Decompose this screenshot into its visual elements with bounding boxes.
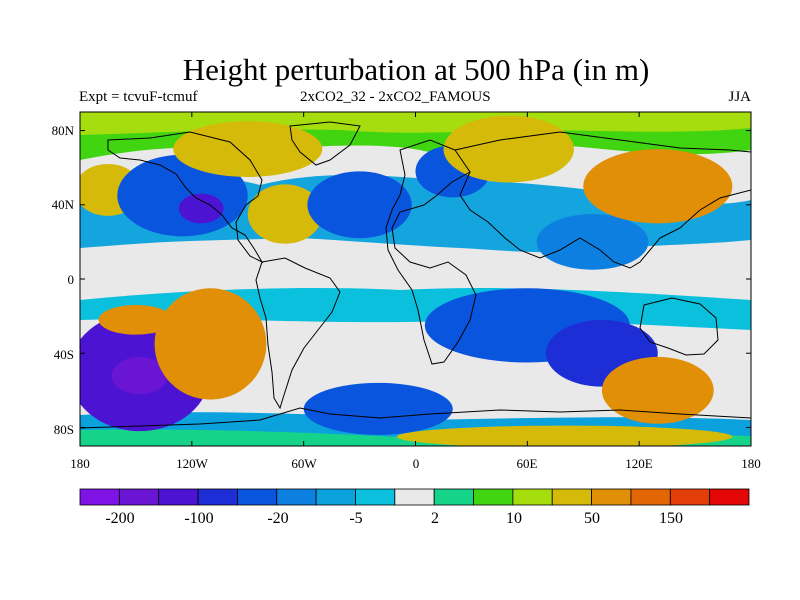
coast-south-america (255, 257, 341, 410)
colorbar-label: -200 (105, 510, 134, 527)
colorbar-swatch (276, 488, 317, 506)
map-title: Height perturbation at 500 hPa (in m) (182, 52, 650, 87)
colorbar-label: -5 (349, 510, 362, 527)
lon-label-0: 0 (413, 456, 420, 471)
contour-region (583, 149, 733, 224)
contour-region (111, 356, 168, 395)
coast-north-america (107, 131, 264, 264)
colorbar-swatch (355, 488, 396, 506)
coast-europe-africa (385, 139, 477, 365)
coast-australia (639, 297, 719, 356)
colorbar-swatch (551, 488, 592, 506)
experiment-label: Expt = tcvuF-tcmuf (79, 89, 198, 105)
colorbar-swatch (512, 488, 553, 506)
contour-region (154, 288, 267, 400)
coast-asia (454, 131, 751, 269)
comparison-label: 2xCO2_32 - 2xCO2_FAMOUS (300, 89, 491, 105)
colorbar-labels: -200 -100 -20 -5 2 10 50 150 (105, 510, 683, 527)
latitude-labels: 80N 40N 0 40S 80S (52, 123, 75, 437)
coast-greenland (289, 121, 361, 166)
colorbar-label: -20 (267, 510, 288, 527)
colorbar-swatch (630, 488, 671, 506)
contour-region (601, 356, 714, 424)
colorbar-swatch (709, 488, 750, 506)
contour-region (396, 425, 733, 446)
colorbar-swatch (669, 488, 711, 506)
contour-region (98, 304, 174, 335)
colorbar-label: 150 (659, 510, 683, 527)
contour-region (307, 171, 412, 239)
colorbar-swatch (394, 488, 435, 506)
colorbar-swatch (158, 488, 199, 506)
lon-label-60w: 60W (291, 456, 317, 471)
colorbar-label: 50 (584, 510, 600, 527)
colorbar-swatch (118, 488, 160, 506)
coast-antarctica (80, 407, 751, 429)
contour-region (178, 193, 224, 224)
contour-region (247, 184, 323, 244)
lat-label-80n: 80N (52, 123, 75, 138)
lon-label-180e: 180 (741, 456, 761, 471)
contour-region (443, 115, 574, 183)
colorbar-label: 2 (431, 510, 439, 527)
colorbar-swatch (433, 488, 474, 506)
lon-label-120e: 120E (625, 456, 653, 471)
colorbar-label: -100 (184, 510, 213, 527)
colorbar (79, 488, 750, 506)
colorbar-swatch (591, 488, 632, 506)
lon-label-60e: 60E (517, 456, 538, 471)
lat-label-0: 0 (68, 272, 75, 287)
contour-regions (80, 115, 733, 446)
contour-region (536, 214, 649, 270)
colorbar-swatch (473, 488, 514, 506)
colorbar-swatch (237, 488, 278, 506)
lon-label-120w: 120W (176, 456, 209, 471)
lat-label-40n: 40N (52, 197, 75, 212)
colorbar-swatch (315, 488, 356, 506)
lat-label-80s: 80S (54, 422, 74, 437)
contour-region (173, 121, 323, 177)
axis-ticks (79, 112, 752, 446)
colorbar-swatch (197, 488, 238, 506)
contour-region (303, 382, 453, 435)
colorbar-label: 10 (506, 510, 522, 527)
longitude-labels: 180 120W 60W 0 60E 120E 180 (70, 456, 761, 471)
colorbar-swatch (79, 488, 120, 506)
lon-label-180w: 180 (70, 456, 90, 471)
coastlines (80, 121, 751, 429)
season-label: JJA (728, 89, 751, 105)
lat-label-40s: 40S (54, 347, 74, 362)
